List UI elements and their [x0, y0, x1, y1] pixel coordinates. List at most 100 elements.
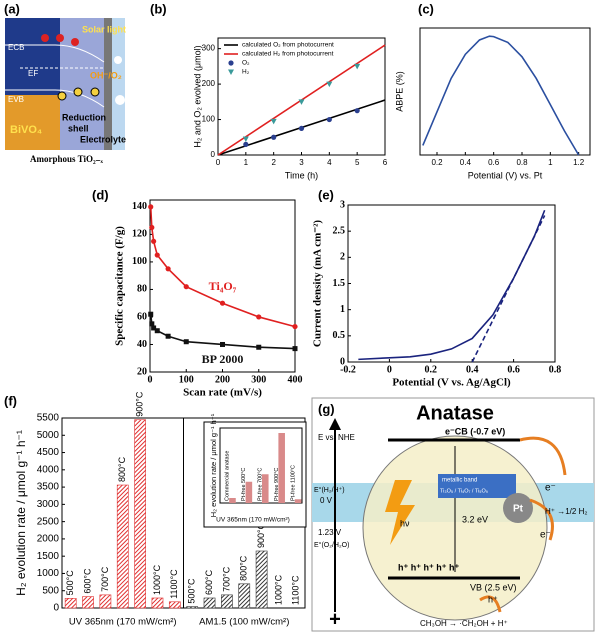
y-tick-label: 3500	[37, 482, 60, 493]
y-axis-label: H₂ and O₂ evolved (μmol)	[192, 45, 202, 147]
panel-label: (d)	[92, 187, 109, 202]
y-tick-label: 5000	[37, 430, 60, 441]
x-axis-label: Time (h)	[285, 170, 318, 180]
hole-label: h⁺	[488, 594, 498, 604]
bar	[168, 601, 181, 609]
x-tick-label: 0	[148, 374, 153, 385]
point	[165, 333, 171, 339]
plus-sign: +	[329, 608, 341, 630]
evb-label: EVB	[8, 95, 24, 104]
point	[292, 346, 298, 352]
series-line	[149, 206, 296, 328]
bivo4-region	[5, 95, 60, 150]
panel-label: (a)	[4, 1, 20, 16]
point	[154, 252, 160, 258]
shell-region	[60, 18, 105, 150]
y-tick-label: 200	[202, 79, 216, 88]
amorphous-label: Amorphous TiO₂₋ₓ	[30, 154, 103, 164]
x-tick-label: 0.4	[466, 364, 479, 375]
suboxides-label: Ti₃O₅ / Ti₄O₇ / Ti₅O₉	[440, 488, 488, 494]
x-tick-label: 3	[299, 158, 304, 167]
panel-label: (g)	[318, 401, 335, 416]
y-tick-label: 1500	[37, 551, 60, 562]
series-line	[358, 209, 546, 361]
y-tick-label: 0.5	[333, 330, 346, 341]
gap-label: 3.2 eV	[462, 514, 488, 524]
bar	[99, 594, 112, 609]
vb-label: VB (2.5 eV)	[470, 582, 517, 592]
zero-label: 0 V	[320, 496, 333, 505]
y-axis-label: ABPE (%)	[394, 71, 404, 112]
h2-potential: E°(H₂/H⁺)	[314, 486, 345, 494]
y-tick-label: 100	[132, 256, 147, 267]
bar	[255, 550, 268, 609]
shell-label: Reduction	[62, 112, 106, 122]
bar	[116, 484, 129, 609]
series-label: Ti₄O₇	[209, 279, 237, 293]
x-tick-label: 0	[216, 158, 221, 167]
x-axis-label: Potential (V vs. Ag/AgCl)	[392, 377, 511, 389]
bar-label: 700°C	[221, 566, 231, 592]
bar-label: 1100°C	[291, 575, 301, 605]
x-tick-label: Pt-free 1100°C	[290, 465, 296, 501]
x-tick-label: 0.8	[516, 158, 528, 167]
point	[326, 81, 333, 88]
axis-arrow	[329, 418, 341, 430]
y-tick-label: 1	[340, 304, 345, 315]
bubble	[114, 56, 122, 64]
y-axis-label: H₂ evolution rate / μmol g⁻¹ h⁻¹	[14, 430, 28, 596]
point	[151, 325, 157, 331]
bar	[186, 606, 199, 609]
x-tick-label: 0.6	[488, 158, 500, 167]
x-axis-label: UV 365nm (170 mW/cm²)	[216, 517, 290, 524]
bar	[221, 594, 233, 609]
y-tick-label: 2.5	[333, 225, 346, 236]
point	[148, 311, 154, 317]
y-tick-label: 1.5	[333, 278, 346, 289]
ef-label: EF	[28, 69, 38, 78]
x-tick-label: 0.6	[507, 364, 520, 375]
bar-label: 500°C	[187, 578, 197, 604]
legend-label: calculated H₂ from photocurrent	[242, 51, 334, 58]
y-tick-label: 1000	[37, 568, 60, 579]
y-tick-label: 20	[137, 366, 147, 377]
x-tick-label: 300	[251, 374, 266, 385]
bar-label: 800°C	[117, 456, 127, 482]
x-tick-label: 0.8	[549, 364, 562, 375]
y-tick-label: 500	[42, 585, 59, 596]
bar	[229, 498, 236, 503]
panel-label: (c)	[418, 1, 434, 16]
x-tick-label: 1.2	[573, 158, 585, 167]
y-tick-label: 80	[137, 284, 147, 295]
bivo4-label: BiVO₄	[10, 124, 42, 136]
y-tick-label: 2500	[37, 516, 60, 527]
bar	[278, 433, 285, 503]
electrolyte-label: Electrolyte	[80, 134, 126, 144]
point	[354, 108, 360, 114]
bar	[64, 598, 77, 609]
holes-label: h⁺ h⁺ h⁺ h⁺ h⁺	[398, 562, 459, 572]
transfer-arrows	[479, 436, 567, 613]
bar-label: 600°C	[204, 569, 214, 595]
x-tick-label: -0.2	[340, 364, 356, 375]
reduction-label: H⁺ →1/2 H₂	[545, 507, 587, 516]
diagram-g: Anatase E vs. NHE E°(H₂/H⁺) 0 V 1.23 V E…	[311, 397, 595, 632]
light-label: Solar light	[82, 24, 126, 34]
y-tick-label: 4500	[37, 447, 60, 458]
y-tick-label: 0	[211, 150, 216, 159]
x-tick-label: 100	[179, 374, 194, 385]
photon-label: hν	[400, 518, 410, 528]
bar	[82, 596, 94, 609]
point	[151, 238, 157, 244]
point	[270, 118, 277, 125]
y-tick-label: 40	[137, 339, 147, 350]
y-tick-label: 0	[53, 603, 59, 614]
x-tick-label: Pt-free 900°C	[274, 468, 280, 501]
series-line	[422, 35, 580, 156]
bar	[134, 419, 146, 609]
point	[298, 99, 305, 105]
electron-label: e⁻	[540, 530, 551, 541]
x-tick-label: 1	[244, 158, 249, 167]
bar-label: 700°C	[100, 566, 110, 592]
y-axis-label: H₂ evolution rate / μmol g⁻¹ h⁻¹	[209, 413, 218, 517]
